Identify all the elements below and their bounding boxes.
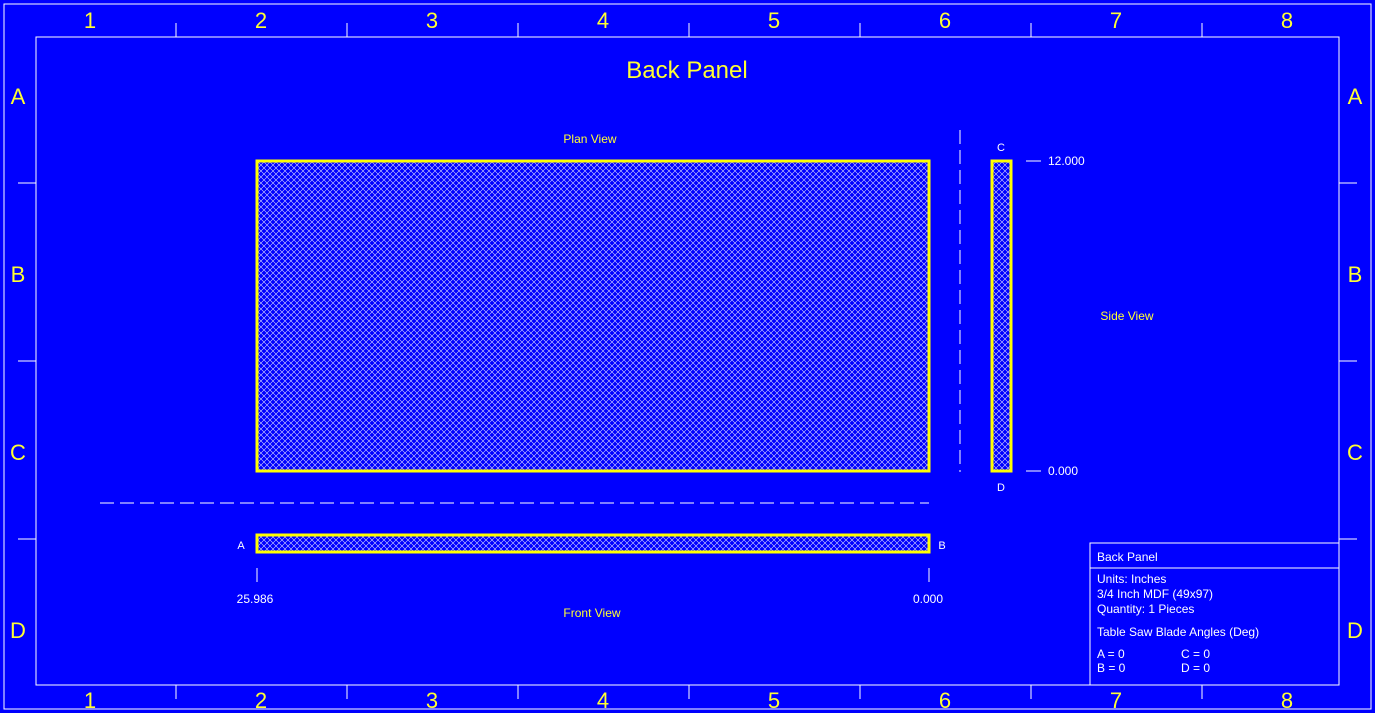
col-label-top-1: 1	[84, 8, 96, 33]
edge-label-a: A	[237, 540, 245, 552]
col-label-bottom-1: 1	[84, 688, 96, 713]
angle-c: C = 0	[1181, 647, 1210, 661]
col-label-bottom-2: 2	[255, 688, 267, 713]
col-label-top-4: 4	[597, 8, 609, 33]
row-label-right-c: C	[1347, 440, 1363, 465]
drawing-title: Back Panel	[626, 57, 747, 84]
angle-a: A = 0	[1097, 647, 1125, 661]
col-label-top-3: 3	[426, 8, 438, 33]
edge-label-c: C	[997, 142, 1005, 154]
row-label-right-b: B	[1348, 262, 1363, 287]
row-label-right-d: D	[1347, 618, 1363, 643]
col-label-top-5: 5	[768, 8, 780, 33]
col-label-top-2: 2	[255, 8, 267, 33]
title-block-quantity: Quantity: 1 Pieces	[1097, 602, 1194, 616]
angle-b: B = 0	[1097, 661, 1126, 675]
col-label-top-7: 7	[1110, 8, 1122, 33]
col-label-bottom-6: 6	[939, 688, 951, 713]
col-label-bottom-5: 5	[768, 688, 780, 713]
front-view-panel	[255, 533, 931, 554]
row-label-left-b: B	[11, 262, 26, 287]
col-label-bottom-4: 4	[597, 688, 609, 713]
front-dim-right: 0.000	[913, 592, 943, 606]
title-block-units: Units: Inches	[1097, 572, 1166, 586]
row-label-right-a: A	[1348, 84, 1363, 109]
outer-frame	[3, 3, 1372, 710]
col-label-bottom-8: 8	[1281, 688, 1293, 713]
angle-d: D = 0	[1181, 661, 1210, 675]
plan-view-panel	[255, 159, 931, 473]
title-block: Back Panel Units: Inches 3/4 Inch MDF (4…	[1089, 542, 1340, 686]
col-label-bottom-7: 7	[1110, 688, 1122, 713]
col-label-top-8: 8	[1281, 8, 1293, 33]
side-view-panel	[990, 159, 1013, 473]
row-label-left-a: A	[11, 84, 26, 109]
side-dim-top: 12.000	[1048, 154, 1085, 168]
edge-label-d: D	[997, 482, 1005, 494]
edge-label-b: B	[938, 540, 945, 552]
plan-view-label: Plan View	[563, 132, 616, 146]
title-block-angles-heading: Table Saw Blade Angles (Deg)	[1097, 625, 1259, 639]
col-label-bottom-3: 3	[426, 688, 438, 713]
side-dim-bottom: 0.000	[1048, 464, 1078, 478]
col-label-top-6: 6	[939, 8, 951, 33]
column-dividers	[18, 23, 1357, 699]
side-view-label: Side View	[1100, 309, 1153, 323]
front-dim-left: 25.986	[237, 592, 274, 606]
title-block-material: 3/4 Inch MDF (49x97)	[1097, 587, 1213, 601]
row-label-left-d: D	[10, 618, 26, 643]
title-block-name: Back Panel	[1097, 550, 1158, 564]
row-label-left-c: C	[10, 440, 26, 465]
front-view-label: Front View	[563, 606, 620, 620]
